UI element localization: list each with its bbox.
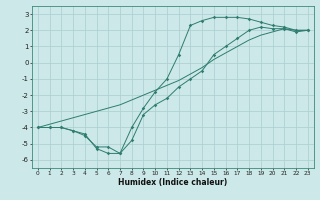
X-axis label: Humidex (Indice chaleur): Humidex (Indice chaleur) xyxy=(118,178,228,187)
